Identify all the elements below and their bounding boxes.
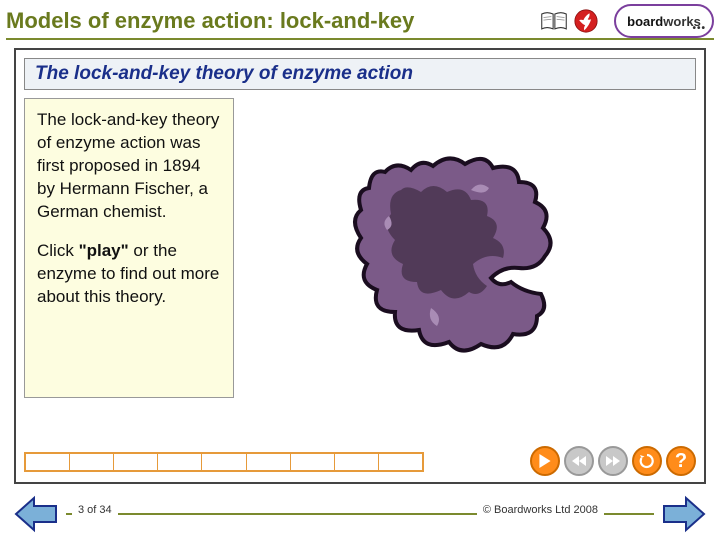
page-number: 3 of 34 bbox=[72, 504, 118, 516]
logo-dots: ••• bbox=[692, 23, 706, 34]
play-button[interactable] bbox=[530, 446, 560, 476]
rewind-button[interactable] bbox=[564, 446, 594, 476]
copyright: © Boardworks Ltd 2008 bbox=[477, 504, 604, 516]
flash-icon bbox=[572, 9, 600, 33]
footer: 3 of 34 © Boardworks Ltd 2008 bbox=[14, 492, 706, 536]
logo-bold: board bbox=[627, 14, 663, 29]
page-title: Models of enzyme action: lock-and-key bbox=[6, 8, 540, 34]
paragraph-2: Click "play" or the enzyme to find out m… bbox=[37, 240, 221, 309]
paragraph-1: The lock-and-key theory of enzyme action… bbox=[37, 109, 221, 224]
slide-title-bar: The lock-and-key theory of enzyme action bbox=[24, 58, 696, 90]
boardworks-logo: boardworks ••• bbox=[614, 4, 714, 38]
prev-slide-button[interactable] bbox=[14, 494, 58, 534]
help-button[interactable]: ? bbox=[666, 446, 696, 476]
header-icons: boardworks ••• bbox=[540, 4, 714, 38]
footer-line: 3 of 34 © Boardworks Ltd 2008 bbox=[66, 513, 654, 515]
enzyme-shape[interactable] bbox=[341, 130, 601, 390]
progress-bar[interactable] bbox=[24, 452, 424, 472]
playback-controls: ? bbox=[530, 446, 696, 476]
main-panel: The lock-and-key theory of enzyme action… bbox=[14, 48, 706, 484]
enzyme-area bbox=[246, 98, 696, 422]
header: Models of enzyme action: lock-and-key bo… bbox=[6, 4, 714, 40]
reset-button[interactable] bbox=[632, 446, 662, 476]
text-box: The lock-and-key theory of enzyme action… bbox=[24, 98, 234, 398]
slide-title: The lock-and-key theory of enzyme action bbox=[35, 63, 413, 85]
next-slide-button[interactable] bbox=[662, 494, 706, 534]
fast-forward-button[interactable] bbox=[598, 446, 628, 476]
book-icon bbox=[540, 9, 568, 33]
